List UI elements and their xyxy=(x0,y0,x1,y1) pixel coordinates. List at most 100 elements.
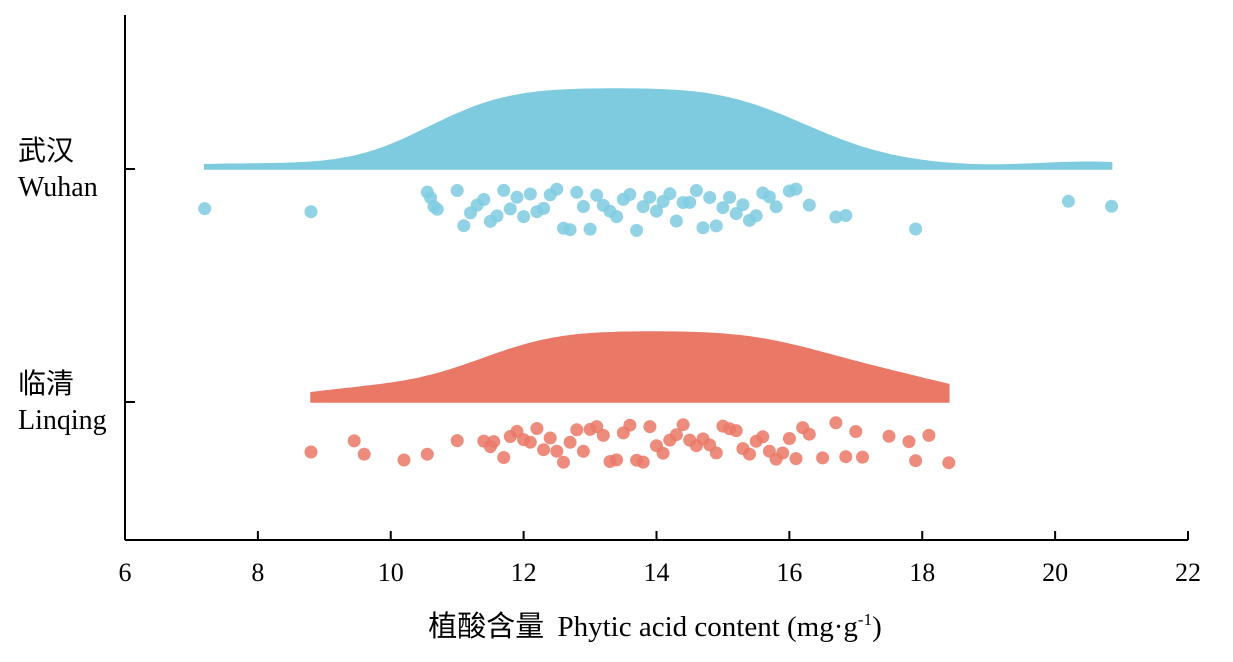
data-point xyxy=(789,182,803,196)
data-point xyxy=(709,446,723,460)
x-tick-label: 16 xyxy=(776,558,802,587)
data-point xyxy=(517,210,531,224)
density-cloud xyxy=(310,331,950,403)
data-point xyxy=(510,190,524,204)
data-point xyxy=(610,210,624,224)
data-point xyxy=(882,429,896,443)
data-point xyxy=(669,214,683,228)
data-point xyxy=(769,200,783,214)
x-tick-label: 20 xyxy=(1042,558,1068,587)
x-tick-label: 6 xyxy=(119,558,132,587)
data-point xyxy=(636,455,650,469)
data-point xyxy=(816,451,830,465)
data-point xyxy=(563,223,577,237)
data-point xyxy=(723,190,737,204)
data-point xyxy=(610,453,624,467)
data-point xyxy=(1105,199,1119,213)
data-point xyxy=(663,187,677,201)
group-label-cn: 临清 xyxy=(18,368,74,400)
x-axis-label: 植酸含量 Phytic acid content (mg·g-1) xyxy=(428,610,882,643)
data-point xyxy=(839,209,853,222)
data-point xyxy=(909,222,923,236)
data-point xyxy=(450,434,464,448)
data-point xyxy=(570,423,584,437)
data-point xyxy=(530,422,544,435)
data-point xyxy=(849,425,863,438)
data-point xyxy=(756,430,770,444)
data-point xyxy=(729,207,743,220)
data-point xyxy=(497,451,511,464)
data-point xyxy=(902,435,916,449)
x-tick-label: 22 xyxy=(1175,558,1201,587)
data-point xyxy=(656,446,670,460)
data-point xyxy=(643,190,657,204)
data-point xyxy=(596,428,610,442)
data-point xyxy=(450,184,464,197)
data-point xyxy=(583,222,597,236)
data-point xyxy=(543,431,557,445)
data-point xyxy=(829,416,843,430)
data-point xyxy=(563,435,577,449)
data-point xyxy=(1061,194,1075,208)
data-point xyxy=(683,195,697,209)
jitter-points xyxy=(198,182,1119,470)
data-point xyxy=(623,418,637,432)
group-labels: 武汉 Wuhan 临清 Linqing xyxy=(18,135,107,436)
data-point xyxy=(789,452,803,466)
data-point xyxy=(477,193,491,206)
data-point xyxy=(839,450,853,464)
data-point xyxy=(576,444,590,458)
data-point xyxy=(643,420,657,434)
data-point xyxy=(749,209,763,223)
x-ticks: 6 8 10 12 14 16 18 20 22 xyxy=(119,531,1201,587)
data-point xyxy=(630,223,644,237)
x-tick-label: 10 xyxy=(378,558,404,587)
data-point xyxy=(922,428,936,442)
data-point xyxy=(497,183,511,197)
data-point xyxy=(430,202,444,216)
data-point xyxy=(198,202,212,216)
data-point xyxy=(856,450,869,464)
data-point xyxy=(829,210,843,224)
data-point xyxy=(676,418,690,432)
data-point xyxy=(729,424,743,438)
data-point xyxy=(689,184,703,197)
data-point xyxy=(782,432,796,445)
data-point xyxy=(590,188,604,202)
data-point xyxy=(550,444,564,458)
data-point xyxy=(537,201,551,215)
x-tick-label: 8 xyxy=(251,558,264,587)
data-point xyxy=(909,454,923,468)
data-point xyxy=(802,427,816,441)
data-point xyxy=(802,198,816,212)
data-point xyxy=(636,200,650,214)
data-point xyxy=(347,434,361,448)
data-point xyxy=(709,219,723,233)
data-point xyxy=(537,443,551,457)
group-label-en: Linqing xyxy=(18,405,107,436)
data-point xyxy=(487,435,501,449)
data-point xyxy=(397,453,411,467)
data-point xyxy=(776,446,790,460)
group-label-cn: 武汉 xyxy=(18,135,74,167)
data-point xyxy=(523,435,537,449)
data-point xyxy=(490,209,504,223)
data-point xyxy=(736,198,750,212)
data-point xyxy=(357,447,371,461)
data-point xyxy=(304,205,318,219)
data-point xyxy=(304,445,318,459)
x-tick-label: 18 xyxy=(909,558,935,587)
data-point xyxy=(762,190,776,204)
data-point xyxy=(457,219,471,233)
data-point xyxy=(669,428,683,442)
data-point xyxy=(716,201,730,215)
data-point xyxy=(550,182,564,196)
data-point xyxy=(420,447,434,461)
density-cloud xyxy=(203,88,1113,170)
data-point xyxy=(576,200,590,213)
data-point xyxy=(623,188,637,201)
data-point xyxy=(743,447,756,461)
data-point xyxy=(570,185,584,199)
data-point xyxy=(696,221,710,235)
